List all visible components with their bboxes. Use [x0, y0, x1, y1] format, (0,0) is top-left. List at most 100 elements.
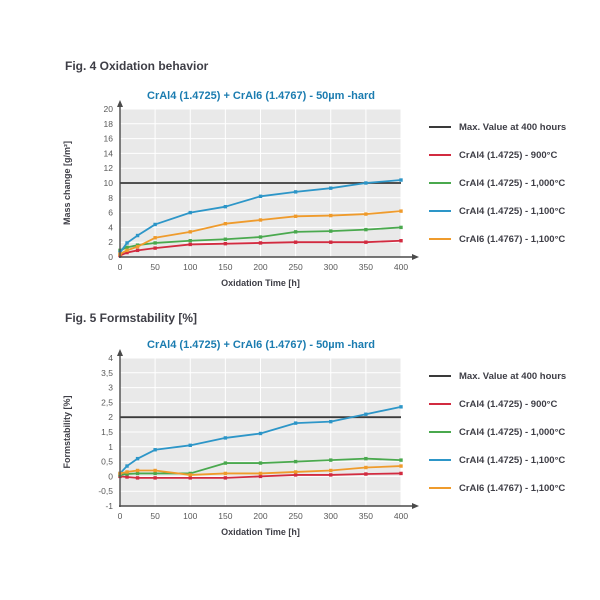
series-marker — [223, 471, 228, 476]
x-tick-label: 0 — [118, 262, 123, 272]
series-marker — [364, 240, 368, 244]
series-marker — [125, 464, 129, 468]
x-axis-title: Oxidation Time [h] — [221, 278, 300, 288]
series-marker — [258, 241, 263, 245]
x-tick-label: 250 — [289, 262, 303, 272]
series-marker — [399, 178, 403, 182]
series-marker — [364, 412, 368, 416]
y-axis-arrow-icon — [117, 349, 123, 356]
legend-swatch — [429, 126, 451, 128]
series-marker — [399, 464, 403, 468]
series-marker — [135, 233, 140, 238]
legend-swatch — [429, 375, 451, 377]
legend-swatch — [429, 487, 451, 489]
figure5-legend: Max. Value at 400 hours CrAl4 (1.4725) - … — [429, 371, 594, 511]
y-axis-title: Mass change [g/m²] — [62, 141, 72, 225]
y-tick-label: 2 — [108, 412, 113, 422]
series-marker — [329, 473, 333, 477]
legend-label: CrAl4 (1.4725) - 1,100°C — [459, 205, 566, 217]
y-tick-label: 3,5 — [101, 368, 113, 378]
legend-swatch — [429, 459, 451, 461]
series-marker — [329, 213, 333, 218]
series-marker — [329, 186, 333, 190]
legend-item: CrAl4 (1.4725) - 900°C — [429, 399, 594, 410]
legend-item: CrAl4 (1.4725) - 1,100°C — [429, 455, 594, 466]
series-marker — [399, 458, 403, 462]
series-marker — [399, 239, 403, 243]
legend-swatch — [429, 238, 451, 240]
series-marker — [364, 465, 368, 470]
series-marker — [223, 237, 228, 241]
series-marker — [188, 473, 192, 477]
legend-item: CrAl4 (1.4725) - 900°C — [429, 150, 594, 161]
series-marker — [223, 476, 228, 480]
y-tick-label: 4 — [108, 353, 113, 363]
series-marker — [329, 468, 333, 473]
series-marker — [153, 246, 157, 250]
y-tick-label: 2,5 — [101, 397, 113, 407]
series-marker — [293, 240, 298, 244]
series-marker — [153, 468, 157, 473]
legend-item: Max. Value at 400 hours — [429, 122, 594, 133]
series-marker — [223, 436, 228, 440]
y-tick-label: 6 — [108, 208, 113, 218]
series-marker — [258, 461, 263, 465]
figure4-legend: Max. Value at 400 hours CrAl4 (1.4725) - … — [429, 122, 594, 262]
y-tick-label: 14 — [104, 148, 114, 158]
legend-item: CrAl4 (1.4725) - 1,000°C — [429, 427, 594, 438]
x-tick-label: 400 — [394, 262, 408, 272]
series-marker — [293, 473, 298, 477]
series-marker — [223, 222, 228, 226]
series-marker — [135, 456, 140, 461]
series-marker — [329, 458, 333, 462]
series-marker — [153, 241, 157, 245]
x-tick-label: 100 — [183, 262, 197, 272]
x-tick-label: 50 — [150, 511, 160, 521]
series-marker — [329, 419, 333, 424]
x-axis-title: Oxidation Time [h] — [221, 527, 300, 537]
y-tick-label: 0 — [108, 252, 113, 262]
legend-item: CrAl6 (1.4767) - 1,100°C — [429, 234, 594, 245]
legend-swatch — [429, 210, 451, 212]
series-marker — [135, 244, 140, 249]
x-tick-label: 300 — [324, 262, 338, 272]
series-marker — [364, 456, 368, 461]
legend-item: Max. Value at 400 hours — [429, 371, 594, 382]
legend-label: CrAl6 (1.4767) - 1,100°C — [459, 482, 566, 494]
x-tick-label: 200 — [253, 262, 267, 272]
series-marker — [135, 476, 140, 480]
y-tick-label: 2 — [108, 237, 113, 247]
series-marker — [125, 250, 129, 255]
x-axis-arrow-icon — [412, 503, 419, 509]
series-marker — [153, 236, 157, 240]
x-tick-label: 250 — [289, 511, 303, 521]
x-tick-label: 150 — [218, 511, 232, 521]
series-marker — [293, 459, 298, 464]
series-marker — [293, 421, 298, 425]
x-tick-label: 150 — [218, 262, 232, 272]
figure5-chart-title: CrAl4 (1.4725) + CrAl6 (1.4767) - 50µm -… — [147, 339, 375, 351]
x-tick-label: 350 — [359, 262, 373, 272]
y-tick-label: -0,5 — [98, 486, 113, 496]
x-tick-label: 50 — [150, 262, 160, 272]
series-marker — [125, 472, 129, 476]
series-marker — [364, 212, 368, 216]
legend-item: CrAl4 (1.4725) - 1,000°C — [429, 178, 594, 189]
series-marker — [223, 461, 228, 465]
figure5-heading: Fig. 5 Formstability [%] — [65, 311, 198, 325]
figure4-heading: Fig. 4 Oxidation behavior — [65, 59, 209, 73]
series-marker — [125, 241, 129, 245]
series-marker — [135, 471, 140, 476]
series-marker — [364, 227, 368, 232]
y-tick-label: 4 — [108, 222, 113, 232]
y-tick-label: 12 — [104, 163, 114, 173]
legend-swatch — [429, 431, 451, 433]
y-tick-label: 8 — [108, 193, 113, 203]
x-axis-arrow-icon — [412, 254, 419, 260]
y-tick-label: 20 — [104, 104, 114, 114]
series-marker — [399, 225, 403, 230]
x-tick-label: 300 — [324, 511, 338, 521]
legend-swatch — [429, 154, 451, 156]
series-marker — [293, 214, 298, 218]
series-marker — [364, 181, 368, 185]
